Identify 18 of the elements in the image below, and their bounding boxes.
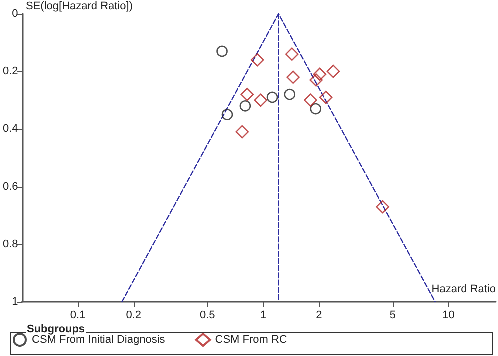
x-tick-label: 10	[442, 310, 455, 322]
x-tick-label: 0.5	[200, 310, 216, 322]
y-axis-title: SE(log[Hazard Ratio])	[26, 0, 133, 12]
x-tick-label: 2	[316, 310, 322, 322]
legend-title: Subgroups	[27, 324, 86, 336]
y-tick-label: 0.6	[2, 180, 18, 193]
y-tick-label: 1	[12, 296, 18, 308]
legend-label: CSM From Initial Diagnosis	[32, 334, 166, 346]
x-tick-label: 1	[260, 310, 266, 322]
legend-label: CSM From RC	[215, 334, 288, 346]
x-tick-label: 0.2	[126, 310, 142, 322]
y-tick-label: 0	[12, 8, 18, 20]
y-tick-label: 0.8	[2, 238, 18, 250]
x-tick-label: 5	[390, 310, 396, 322]
x-tick-label: 0.1	[70, 310, 86, 322]
y-tick-label: 0.2	[2, 66, 18, 78]
x-axis-title: Hazard Ratio	[432, 284, 496, 296]
y-tick-label: 0.4	[2, 123, 18, 136]
